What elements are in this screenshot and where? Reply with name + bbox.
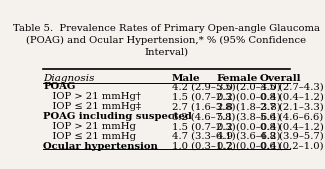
- Text: 0.8 (0.4–1.2): 0.8 (0.4–1.2): [260, 122, 324, 131]
- Text: 4.8 (3.9–5.7): 4.8 (3.9–5.7): [260, 132, 323, 141]
- Text: Female: Female: [217, 74, 258, 83]
- Text: IOP ≤ 21 mmHg: IOP ≤ 21 mmHg: [43, 132, 136, 141]
- Text: 0.8 (0.4–1.2): 0.8 (0.4–1.2): [260, 92, 324, 101]
- Text: 1.5 (0.7–2.3): 1.5 (0.7–2.3): [172, 122, 235, 131]
- Text: 0.2 (0.0–0.4): 0.2 (0.0–0.4): [217, 142, 281, 151]
- Text: 4.7 (3.3–6.1): 4.7 (3.3–6.1): [172, 132, 235, 141]
- Text: 6.2 (4.6–7.8): 6.2 (4.6–7.8): [172, 112, 235, 121]
- Text: 1.5 (0.7–2.3): 1.5 (0.7–2.3): [172, 92, 235, 101]
- Text: IOP > 21 mmHg†: IOP > 21 mmHg†: [43, 92, 141, 101]
- Text: Table 5.  Prevalence Rates of Primary Open-angle Glaucoma
(POAG) and Ocular Hype: Table 5. Prevalence Rates of Primary Ope…: [13, 24, 320, 57]
- Text: 2.7 (1.6–3.8): 2.7 (1.6–3.8): [172, 102, 235, 111]
- Text: Overall: Overall: [260, 74, 301, 83]
- Text: 3.5 (2.7–4.3): 3.5 (2.7–4.3): [260, 82, 323, 91]
- Text: 0.6 (0.2–1.0): 0.6 (0.2–1.0): [260, 142, 323, 151]
- Text: POAG: POAG: [43, 82, 75, 91]
- Text: Ocular hypertension: Ocular hypertension: [43, 142, 158, 151]
- Text: POAG including suspected: POAG including suspected: [43, 112, 192, 121]
- Text: IOP ≤ 21 mmHg‡: IOP ≤ 21 mmHg‡: [43, 102, 141, 111]
- Text: 2.8 (1.8–3.8): 2.8 (1.8–3.8): [217, 102, 281, 111]
- Text: 2.7 (2.1–3.3): 2.7 (2.1–3.3): [260, 102, 323, 111]
- Text: 1.0 (0.3–1.7): 1.0 (0.3–1.7): [172, 142, 236, 151]
- Text: 5.6 (4.6–6.6): 5.6 (4.6–6.6): [260, 112, 323, 121]
- Text: 4.2 (2.9–5.5): 4.2 (2.9–5.5): [172, 82, 235, 91]
- Text: Male: Male: [172, 74, 200, 83]
- Text: 4.9 (3.6–6.2): 4.9 (3.6–6.2): [217, 132, 280, 141]
- Text: 5.1 (3.8–6.4): 5.1 (3.8–6.4): [217, 112, 281, 121]
- Text: 3.0 (2.0–4.0): 3.0 (2.0–4.0): [217, 82, 281, 91]
- Text: IOP > 21 mmHg: IOP > 21 mmHg: [43, 122, 136, 131]
- Text: Diagnosis: Diagnosis: [43, 74, 95, 83]
- Text: 0.2 (0.0–0.4): 0.2 (0.0–0.4): [217, 122, 281, 131]
- Text: 0.2 (0.0–0.4): 0.2 (0.0–0.4): [217, 92, 281, 101]
